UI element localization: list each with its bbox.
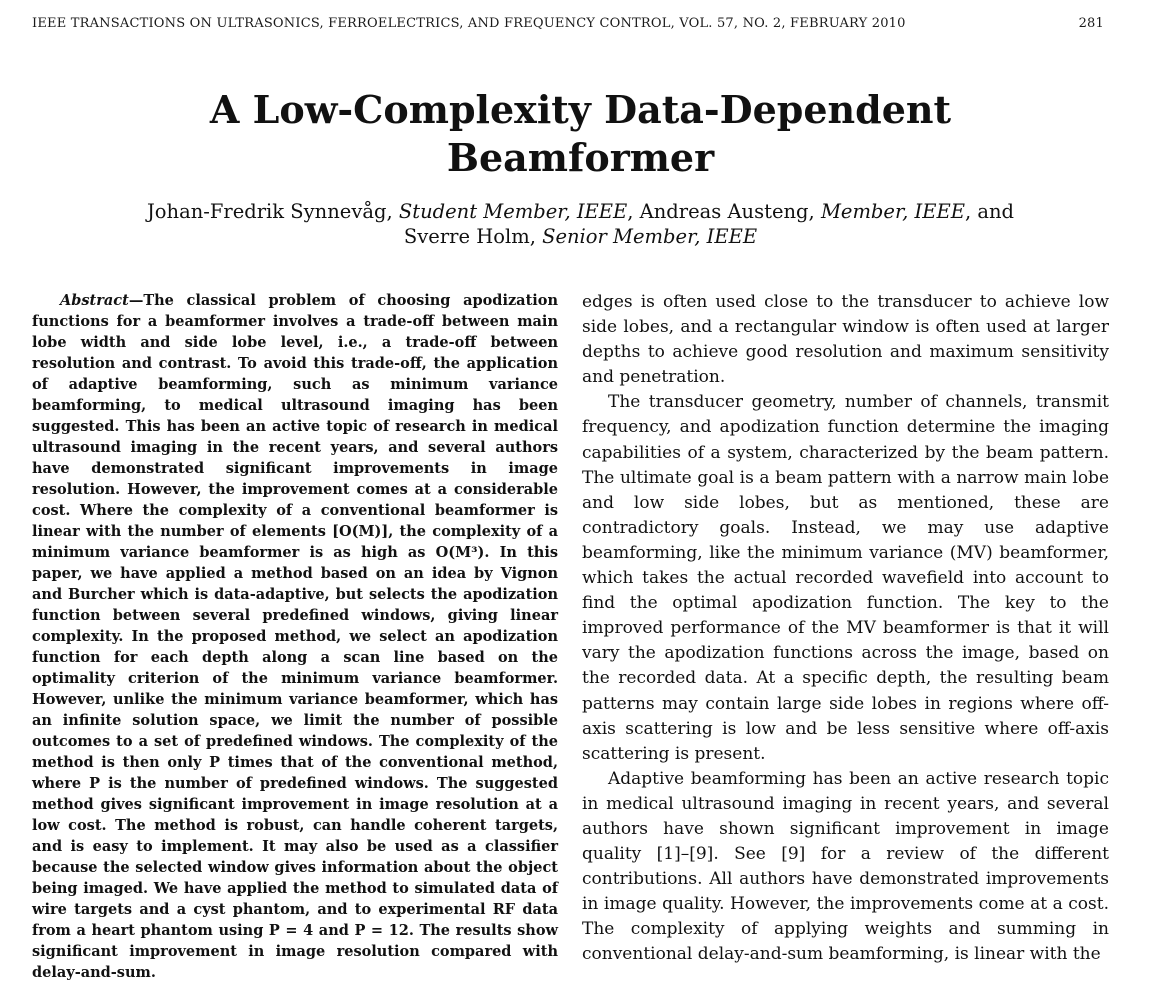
body-column: edges is often used close to the transdu… — [582, 290, 1109, 968]
body-paragraph-1: edges is often used close to the transdu… — [582, 292, 1109, 388]
body-paragraph-3: Adaptive beamforming has been an active … — [582, 768, 1109, 965]
journal-info: IEEE TRANSACTIONS ON ULTRASONICS, FERROE… — [32, 16, 906, 31]
author-1-name: Johan-Fredrik Synnevåg, — [146, 200, 393, 223]
running-head: IEEE TRANSACTIONS ON ULTRASONICS, FERROE… — [32, 16, 1104, 31]
paper-title: A Low-Complexity Data-Dependent Beamform… — [209, 87, 952, 180]
author-line: Johan-Fredrik Synnevåg, Student Member, … — [0, 199, 1161, 249]
author-2-name: , Andreas Austeng, — [627, 200, 815, 223]
page-number: 281 — [1078, 16, 1104, 31]
abstract: Abstract—The classical problem of choosi… — [32, 290, 558, 983]
author-1-role: Student Member, IEEE — [398, 200, 628, 223]
author-2-role: Member, IEEE — [820, 200, 965, 223]
abstract-label: Abstract — [60, 292, 129, 309]
body-paragraph-2: The transducer geometry, number of chann… — [582, 392, 1109, 764]
abstract-text: —The classical problem of choosing apodi… — [32, 292, 558, 981]
author-3-role: Senior Member, IEEE — [542, 225, 758, 248]
paper-page: IEEE TRANSACTIONS ON ULTRASONICS, FERROE… — [0, 16, 1161, 981]
author-3-name: , and Sverre Holm, — [403, 200, 1015, 248]
